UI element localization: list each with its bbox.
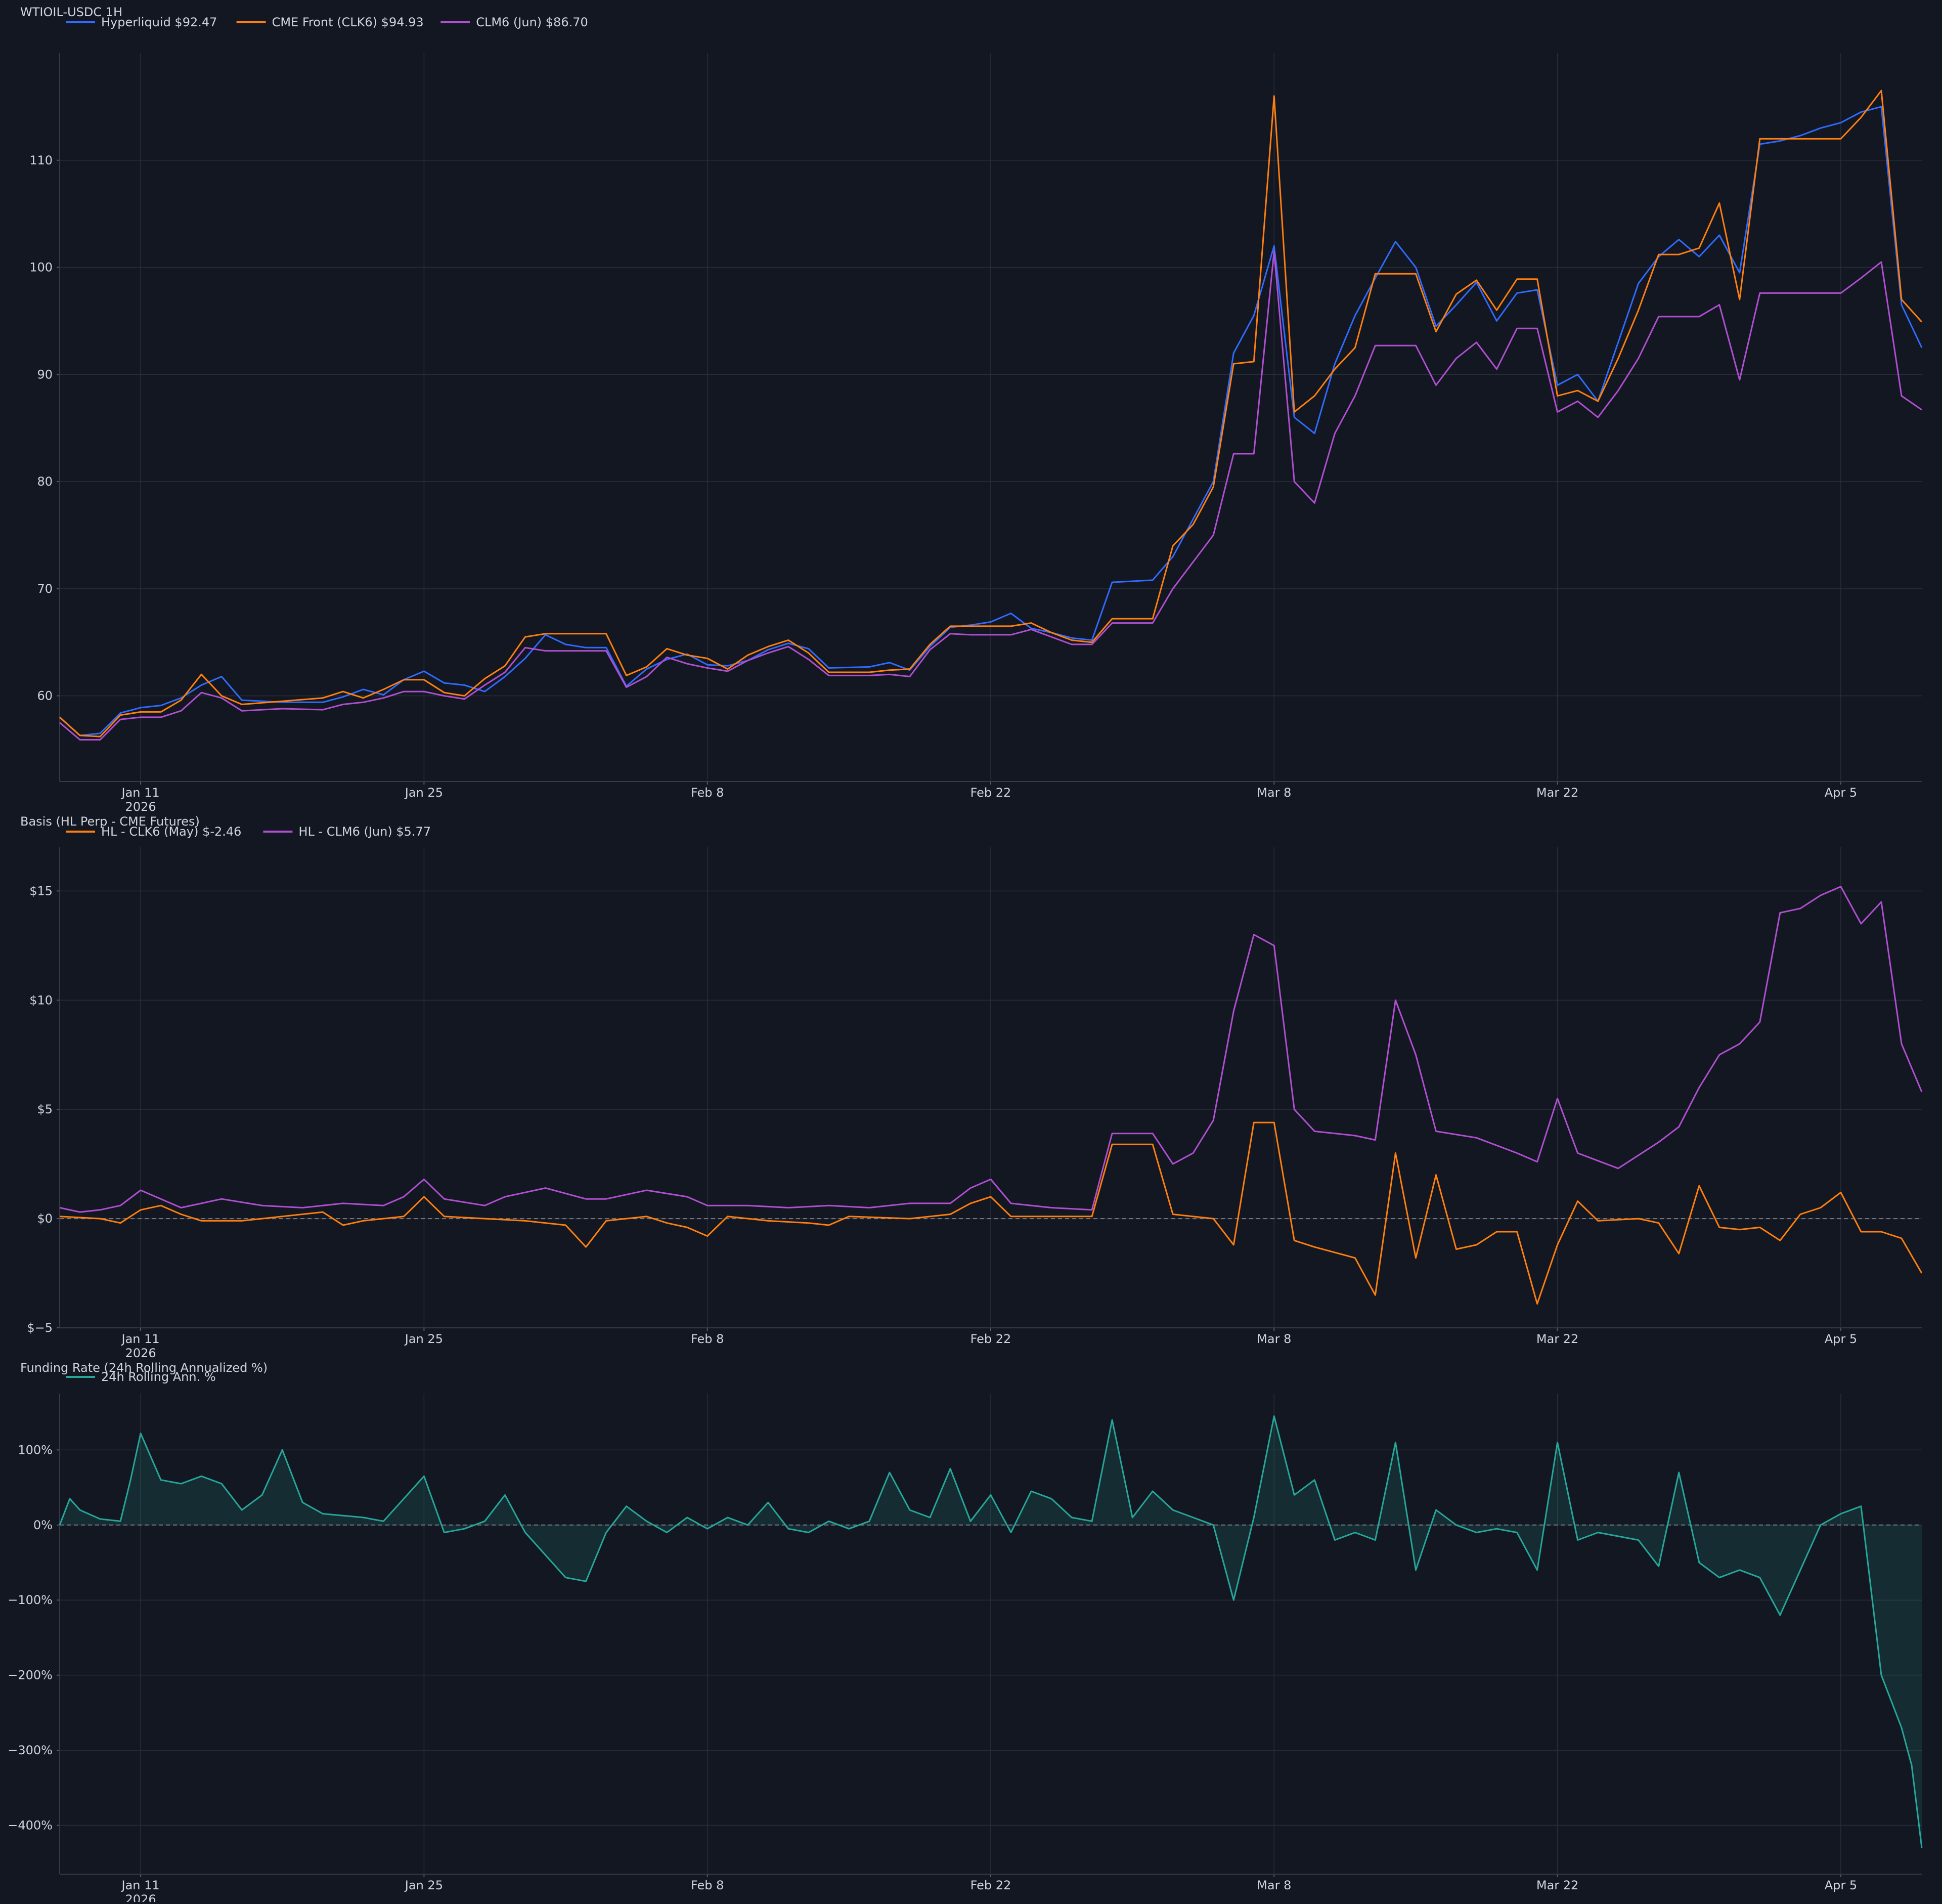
chart-title: Basis (HL Perp - CME Futures) — [20, 814, 200, 829]
x-tick-label: Apr 5 — [1825, 1878, 1857, 1892]
y-tick-label: 100% — [18, 1443, 53, 1457]
series-line-2 — [59, 886, 1923, 1213]
x-tick-label: Jan 25 — [404, 1332, 443, 1346]
x-tick-label: Feb 8 — [691, 786, 724, 800]
y-tick-label: $−5 — [27, 1321, 53, 1335]
x-tick-label: Apr 5 — [1825, 1332, 1857, 1346]
x-tick-label: Apr 5 — [1825, 786, 1857, 800]
x-tick-label: Feb 8 — [691, 1878, 724, 1892]
x-tick-label: Mar 8 — [1257, 1332, 1291, 1346]
y-tick-label: −200% — [8, 1668, 53, 1682]
y-tick-label: 90 — [37, 367, 53, 381]
x-tick-label: Feb 22 — [970, 1332, 1011, 1346]
y-tick-label: 80 — [37, 474, 53, 489]
chart-title: WTIOIL-USDC 1H — [20, 5, 122, 19]
x-tick-year-label: 2026 — [125, 800, 156, 814]
legend-label: CME Front (CLK6) $94.93 — [272, 15, 424, 29]
legend-label: HL - CLK6 (May) $-2.46 — [101, 825, 241, 839]
x-tick-label: Jan 11 — [121, 1878, 160, 1892]
y-tick-label: −100% — [8, 1593, 53, 1607]
series-line-2 — [59, 90, 1923, 738]
x-tick-label: Mar 8 — [1257, 786, 1291, 800]
legend-label: HL - CLM6 (Jun) $5.77 — [298, 825, 431, 839]
chart-title: Funding Rate (24h Rolling Annualized %) — [20, 1361, 268, 1375]
x-tick-label: Mar 22 — [1536, 786, 1578, 800]
y-tick-label: $10 — [29, 993, 53, 1007]
series-line-1 — [59, 106, 1923, 737]
series-line-1 — [59, 1121, 1923, 1305]
x-tick-year-label: 2026 — [125, 1892, 156, 1902]
y-tick-label: $0 — [37, 1211, 53, 1226]
y-tick-label: 60 — [37, 689, 53, 703]
legend-label: Hyperliquid $92.47 — [101, 15, 217, 29]
x-tick-label: Jan 25 — [404, 1878, 443, 1892]
x-tick-label: Mar 8 — [1257, 1878, 1291, 1892]
y-tick-label: 110 — [29, 153, 53, 167]
x-tick-label: Feb 8 — [691, 1332, 724, 1346]
x-tick-year-label: 2026 — [125, 1346, 156, 1360]
y-tick-label: 70 — [37, 582, 53, 596]
legend-label: 24h Rolling Ann. % — [101, 1370, 216, 1384]
series-line-3 — [59, 250, 1922, 741]
y-tick-label: 100 — [29, 261, 53, 275]
x-tick-label: Feb 22 — [970, 786, 1011, 800]
y-tick-label: −300% — [8, 1743, 53, 1757]
x-tick-label: Jan 11 — [121, 1332, 160, 1346]
series-area-fill — [60, 1416, 1922, 1848]
x-tick-label: Feb 22 — [970, 1878, 1011, 1892]
legend-label: CLM6 (Jun) $86.70 — [476, 15, 588, 29]
x-tick-label: Mar 22 — [1536, 1332, 1578, 1346]
y-tick-label: −400% — [8, 1819, 53, 1833]
x-tick-label: Mar 22 — [1536, 1878, 1578, 1892]
x-tick-label: Jan 11 — [121, 786, 160, 800]
x-tick-label: Jan 25 — [404, 786, 443, 800]
y-tick-label: $15 — [29, 884, 53, 898]
y-tick-label: $5 — [37, 1102, 53, 1116]
series-line-1 — [59, 1415, 1923, 1848]
y-tick-label: 0% — [33, 1518, 53, 1532]
